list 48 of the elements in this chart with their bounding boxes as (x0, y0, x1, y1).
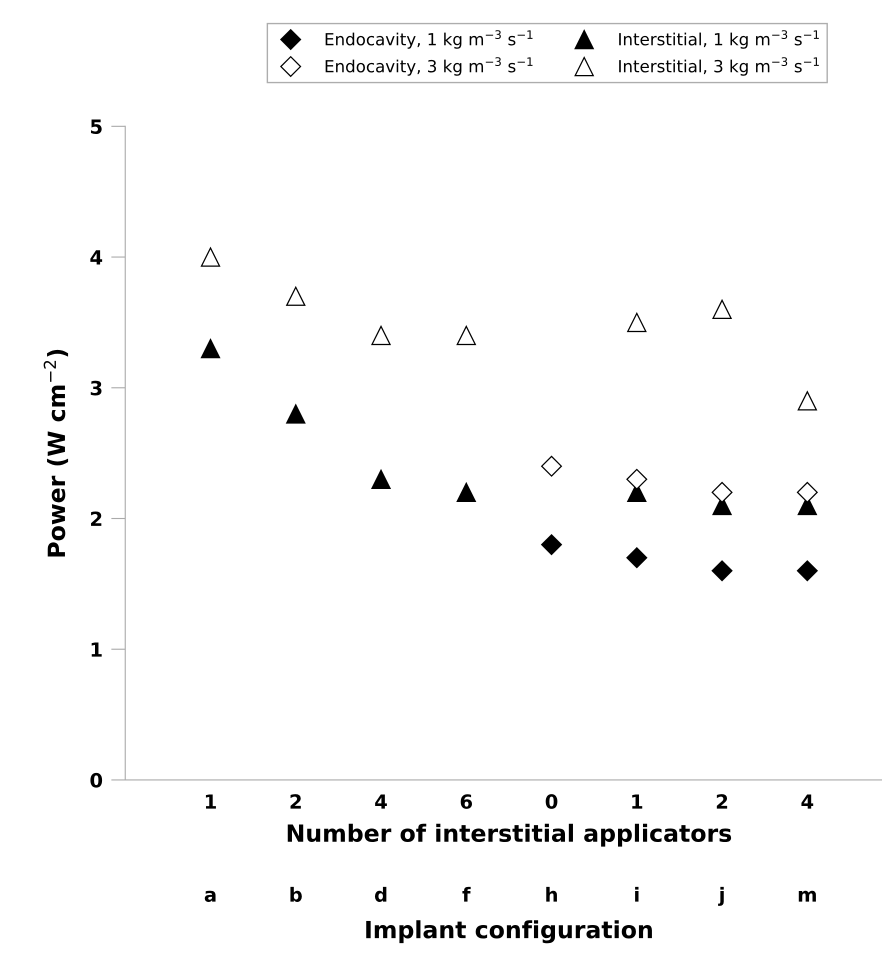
y-tick-label: 3 (90, 380, 102, 396)
x-tick-label: 4 (375, 794, 387, 809)
legend-label: Interstitial, 3 kg m$^{−3}$ s$^{−1}$ (619, 57, 819, 76)
point (371, 470, 391, 489)
y-tick-label: 0 (90, 772, 102, 788)
x2-axis-title: Implant configuration (366, 920, 652, 944)
x-tick-label: 2 (716, 794, 728, 809)
text: i (635, 886, 638, 902)
text: j (718, 886, 724, 906)
point (541, 534, 562, 556)
x-tick-label: 6 (460, 794, 472, 809)
x-tick-label: 2 (290, 794, 301, 809)
point (712, 300, 732, 319)
text: h (546, 886, 557, 902)
text: a (204, 890, 216, 902)
point (796, 482, 818, 503)
point (456, 482, 476, 502)
point (200, 338, 220, 358)
text: f (462, 886, 471, 902)
point (712, 482, 733, 503)
point (371, 326, 391, 346)
text: d (374, 886, 386, 902)
point (798, 391, 817, 410)
point (627, 312, 646, 332)
legend-label: Interstitial, 1 kg m$^{−3}$ s$^{−1}$ (619, 30, 819, 49)
point (200, 247, 220, 267)
point (796, 560, 818, 582)
y-axis-title: Power (W cm$^{−2}$) (44, 350, 68, 557)
x-tick-label: 4 (801, 794, 814, 809)
point (626, 468, 648, 490)
point (286, 286, 306, 306)
point (626, 547, 648, 568)
text: m (798, 890, 816, 902)
y-tick-label: 1 (92, 642, 102, 657)
point (456, 326, 476, 346)
point (286, 404, 306, 424)
y-tick-label: 5 (90, 120, 102, 134)
y-tick-label: 4 (90, 250, 102, 264)
x-axis-title: Number of interstitial applicators (288, 824, 732, 847)
x-tick-label: 1 (206, 794, 216, 809)
x-tick-label: 1 (632, 794, 642, 809)
text: b (290, 886, 302, 902)
point (541, 456, 562, 477)
legend-label: Endocavity, 1 kg m$^{−3}$ s$^{−1}$ (326, 30, 533, 49)
legend-label: Endocavity, 3 kg m$^{−3}$ s$^{−1}$ (326, 57, 533, 76)
x-tick-label: 0 (546, 794, 558, 809)
point (712, 560, 733, 582)
y-tick-label: 2 (91, 511, 102, 526)
